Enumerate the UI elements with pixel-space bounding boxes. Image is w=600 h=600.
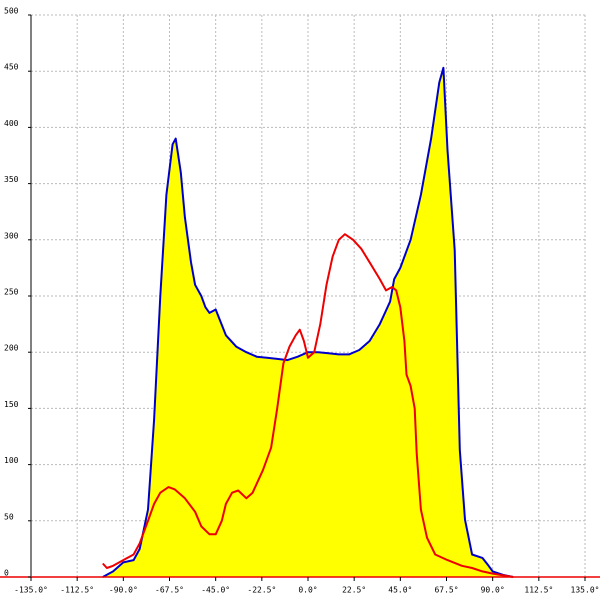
y-tick-label: 200 (4, 344, 19, 353)
y-tick-label: 50 (4, 512, 14, 521)
y-tick-label: 350 (4, 175, 19, 184)
y-tick-label: 100 (4, 456, 19, 465)
plot (102, 66, 514, 578)
y-tick-label: 150 (4, 400, 19, 409)
series-line (102, 233, 514, 578)
labels: 0 50 100 150 200 250 300 350 400 450 500 -135.0° -11… (4, 7, 599, 595)
y-tick-label: 500 (4, 7, 19, 16)
y-tick-label: 300 (4, 231, 19, 240)
area-fill (102, 67, 514, 578)
x-tick-label: -45.0° (201, 586, 230, 595)
x-tick-label: 112.5° (524, 586, 553, 595)
y-tick-label: 250 (4, 288, 19, 297)
x-tick-label: 135.0° (571, 586, 600, 595)
x-tick-label: 67.5° (434, 586, 458, 595)
x-tick-label: 90.0° (481, 586, 505, 595)
x-tick-label: 45.0° (388, 586, 412, 595)
y-tick-label: 0 (4, 569, 9, 578)
x-tick-label: 0.0° (298, 586, 317, 595)
x-tick-label: -67.5° (155, 586, 184, 595)
series-line (102, 66, 514, 578)
x-tick-label: -135.0° (14, 586, 48, 595)
y-tick-label: 400 (4, 119, 19, 128)
x-tick-label: -90.0° (109, 586, 138, 595)
x-tick-label: -112.5° (60, 586, 94, 595)
x-tick-label: -22.5° (247, 586, 276, 595)
x-tick-label: 22.5° (342, 586, 366, 595)
y-tick-label: 450 (4, 63, 19, 72)
